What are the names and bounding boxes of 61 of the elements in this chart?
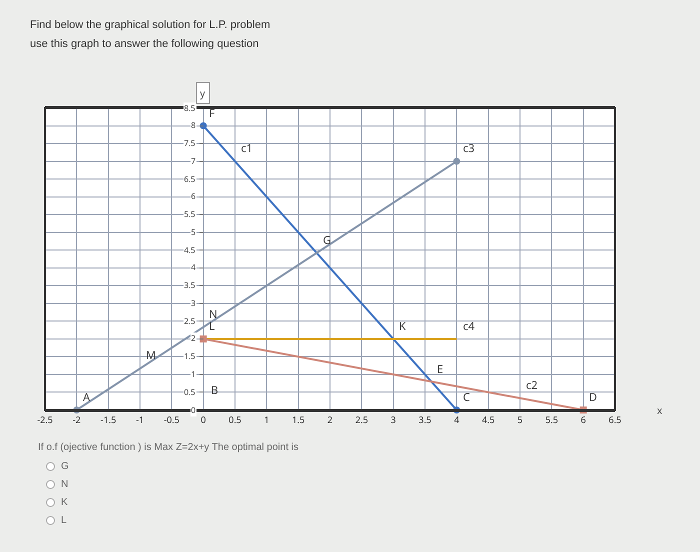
x-tick-label: 1.5: [292, 412, 305, 426]
y-tick-label: 8: [191, 120, 196, 131]
annotation: C: [463, 390, 470, 405]
annotation: D: [589, 390, 597, 405]
x-tick-label: 0.5: [228, 412, 242, 426]
y-tick-label: 5.5: [184, 209, 196, 220]
annotation: A: [83, 390, 90, 405]
text: L: [61, 514, 67, 526]
x-tick-label: 5.5: [545, 412, 558, 426]
y-tick-label: 0.5: [184, 387, 196, 398]
y-tick-label: 4: [191, 262, 196, 273]
x-tick-label: 1: [264, 412, 270, 426]
annotation: M: [146, 348, 156, 363]
annotation: c1: [241, 141, 253, 156]
y-tick-label: 2.5: [184, 316, 196, 327]
x-axis-title: x: [657, 403, 663, 417]
y-tick-label: 1.5: [184, 351, 196, 362]
x-tick-label: 3.5: [418, 412, 432, 426]
x-tick-label: -2.5: [37, 412, 53, 426]
y-tick-label: 7.5: [184, 138, 196, 149]
annotation: c3: [463, 141, 475, 156]
x-tick-label: -2: [72, 412, 81, 426]
y-tick-label: 3: [191, 298, 196, 309]
chart-subtitle: use this graph to answer the following question: [30, 37, 260, 52]
y-tick-label: 7: [191, 156, 196, 167]
y-tick-label: 2: [191, 333, 196, 344]
x-tick-label: -0.5: [164, 412, 180, 426]
annotation: G: [323, 233, 331, 248]
text: If o.f (ojective function ) is Max Z=2x+y The optimal point is: [38, 442, 298, 453]
text: K: [61, 496, 68, 508]
chart-title: Find below the graphical solution for L.P. problem: [30, 18, 270, 33]
y-tick-label: 8.5: [184, 103, 196, 114]
x-tick-label: 4.5: [482, 412, 495, 426]
y-tick-label: 1: [191, 369, 196, 380]
annotation: K: [399, 319, 406, 334]
x-tick-label: -1: [136, 412, 144, 426]
y-tick-label: 3.5: [184, 280, 196, 291]
annotation: N: [209, 307, 218, 322]
y-tick-label: 0: [191, 405, 196, 416]
y-tick-label: 4.5: [184, 245, 196, 256]
x-tick-label: 2.5: [355, 412, 368, 426]
x-tick-label: 6: [580, 412, 586, 426]
y-tick-label: 6.5: [184, 174, 196, 185]
annotation: E: [437, 362, 444, 377]
x-tick-label: 3: [390, 412, 396, 426]
annotation: F: [209, 106, 215, 121]
text: G: [61, 460, 69, 472]
x-tick-label: 2: [327, 412, 333, 426]
y-axis-title: y: [200, 86, 206, 100]
annotation: c2: [526, 378, 538, 393]
x-tick-label: 0: [200, 412, 206, 426]
x-tick-label: -1.5: [100, 412, 116, 426]
y-tick-label: 5: [191, 227, 196, 238]
y-tick-label: 6: [191, 191, 196, 202]
annotation: c4: [463, 319, 476, 334]
x-tick-label: 5: [517, 412, 523, 426]
x-tick-label: 4: [454, 412, 460, 426]
x-tick-label: 6.5: [608, 412, 622, 426]
text: N: [61, 478, 68, 490]
annotation: B: [211, 383, 218, 398]
annotation: L: [209, 319, 215, 334]
